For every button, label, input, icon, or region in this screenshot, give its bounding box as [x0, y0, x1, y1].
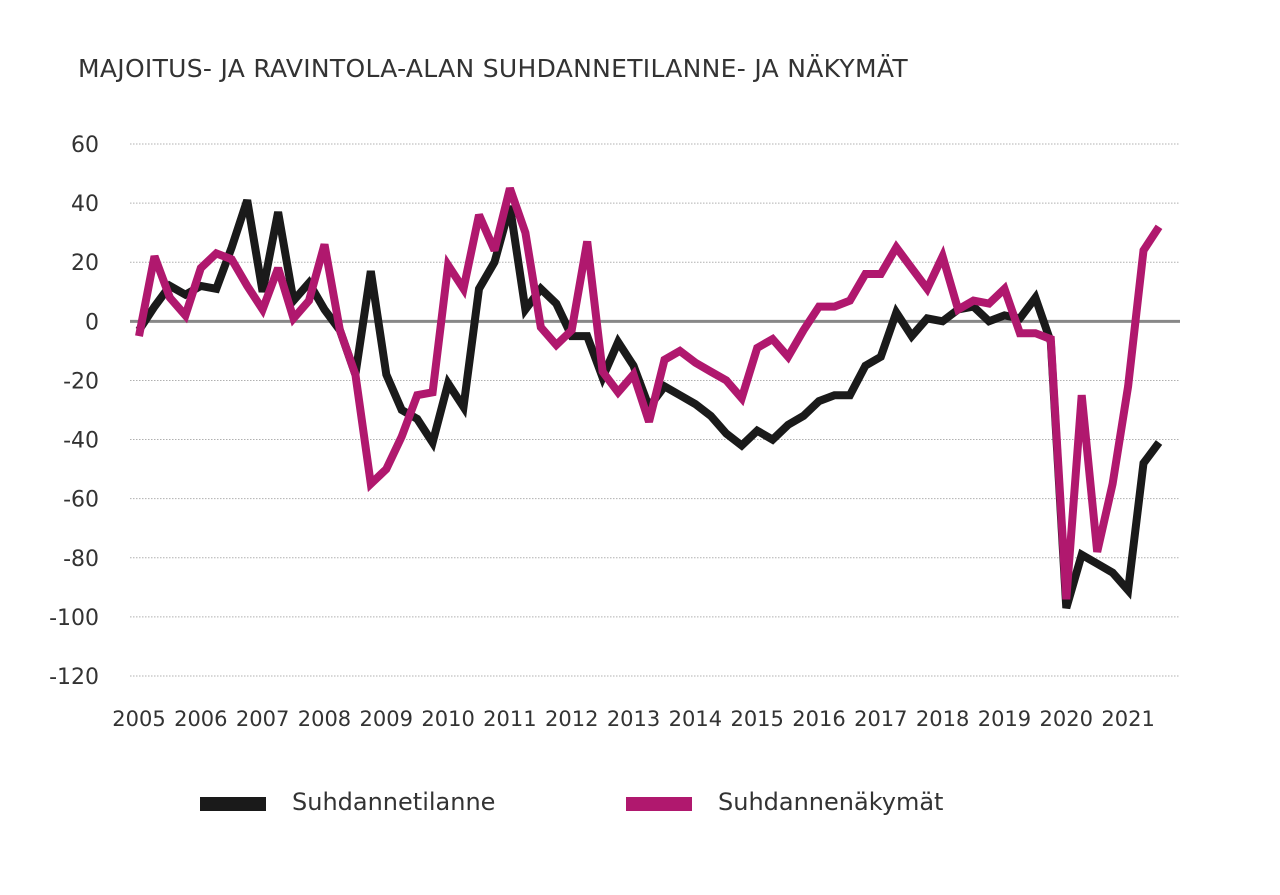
- line-chart: 60 40 20 0 -20 -40 -60 -80 -100 -120 2005 2006 2007…: [49, 133, 1180, 731]
- y-tick-label: 0: [85, 310, 99, 335]
- x-tick-label: 2016: [792, 707, 845, 731]
- x-tick-label: 2007: [236, 707, 289, 731]
- chart-title: MAJOITUS- JA RAVINTOLA-ALAN SUHDANNETILA…: [78, 54, 908, 83]
- legend: Suhdannetilanne Suhdannenäkymät: [0, 784, 1280, 824]
- x-tick-label: 2021: [1101, 707, 1154, 731]
- x-tick-label: 2011: [483, 707, 536, 731]
- series-line-suhdannenakymat: [135, 186, 1163, 600]
- y-axis-ticks: 60 40 20 0 -20 -40 -60 -80 -100 -120: [49, 133, 99, 690]
- y-tick-label: -100: [49, 606, 99, 631]
- y-tick-label: 20: [71, 251, 99, 276]
- y-tick-label: -80: [63, 547, 99, 572]
- x-tick-label: 2008: [298, 707, 351, 731]
- series-lines: [135, 186, 1163, 610]
- legend-label-suhdannetilanne: Suhdannetilanne: [292, 788, 496, 816]
- x-tick-label: 2005: [112, 707, 165, 731]
- x-tick-label: 2009: [360, 707, 413, 731]
- x-tick-label: 2015: [730, 707, 783, 731]
- legend-swatch-suhdannenakymat: [626, 797, 692, 811]
- y-tick-label: 60: [71, 133, 99, 158]
- legend-label-suhdannenakymat: Suhdannenäkymät: [718, 788, 944, 816]
- x-tick-label: 2020: [1040, 707, 1093, 731]
- y-tick-label: -40: [63, 429, 99, 454]
- x-axis-ticks: 2005 2006 2007 2008 2009 2010 2011 2012 2013 2014…: [112, 707, 1155, 731]
- legend-swatch-suhdannetilanne: [200, 797, 266, 811]
- x-tick-label: 2017: [854, 707, 907, 731]
- x-tick-label: 2006: [174, 707, 227, 731]
- y-tick-label: -60: [63, 488, 99, 513]
- x-tick-label: 2018: [916, 707, 969, 731]
- x-tick-label: 2013: [607, 707, 660, 731]
- y-tick-label: 40: [71, 192, 99, 217]
- y-tick-label: -120: [49, 665, 99, 690]
- x-tick-label: 2012: [545, 707, 598, 731]
- x-tick-label: 2014: [669, 707, 722, 731]
- x-tick-label: 2010: [421, 707, 474, 731]
- x-tick-label: 2019: [978, 707, 1031, 731]
- grid-lines: [130, 143, 1180, 677]
- series-line-suhdannetilanne: [135, 198, 1163, 610]
- y-tick-label: -20: [63, 369, 99, 394]
